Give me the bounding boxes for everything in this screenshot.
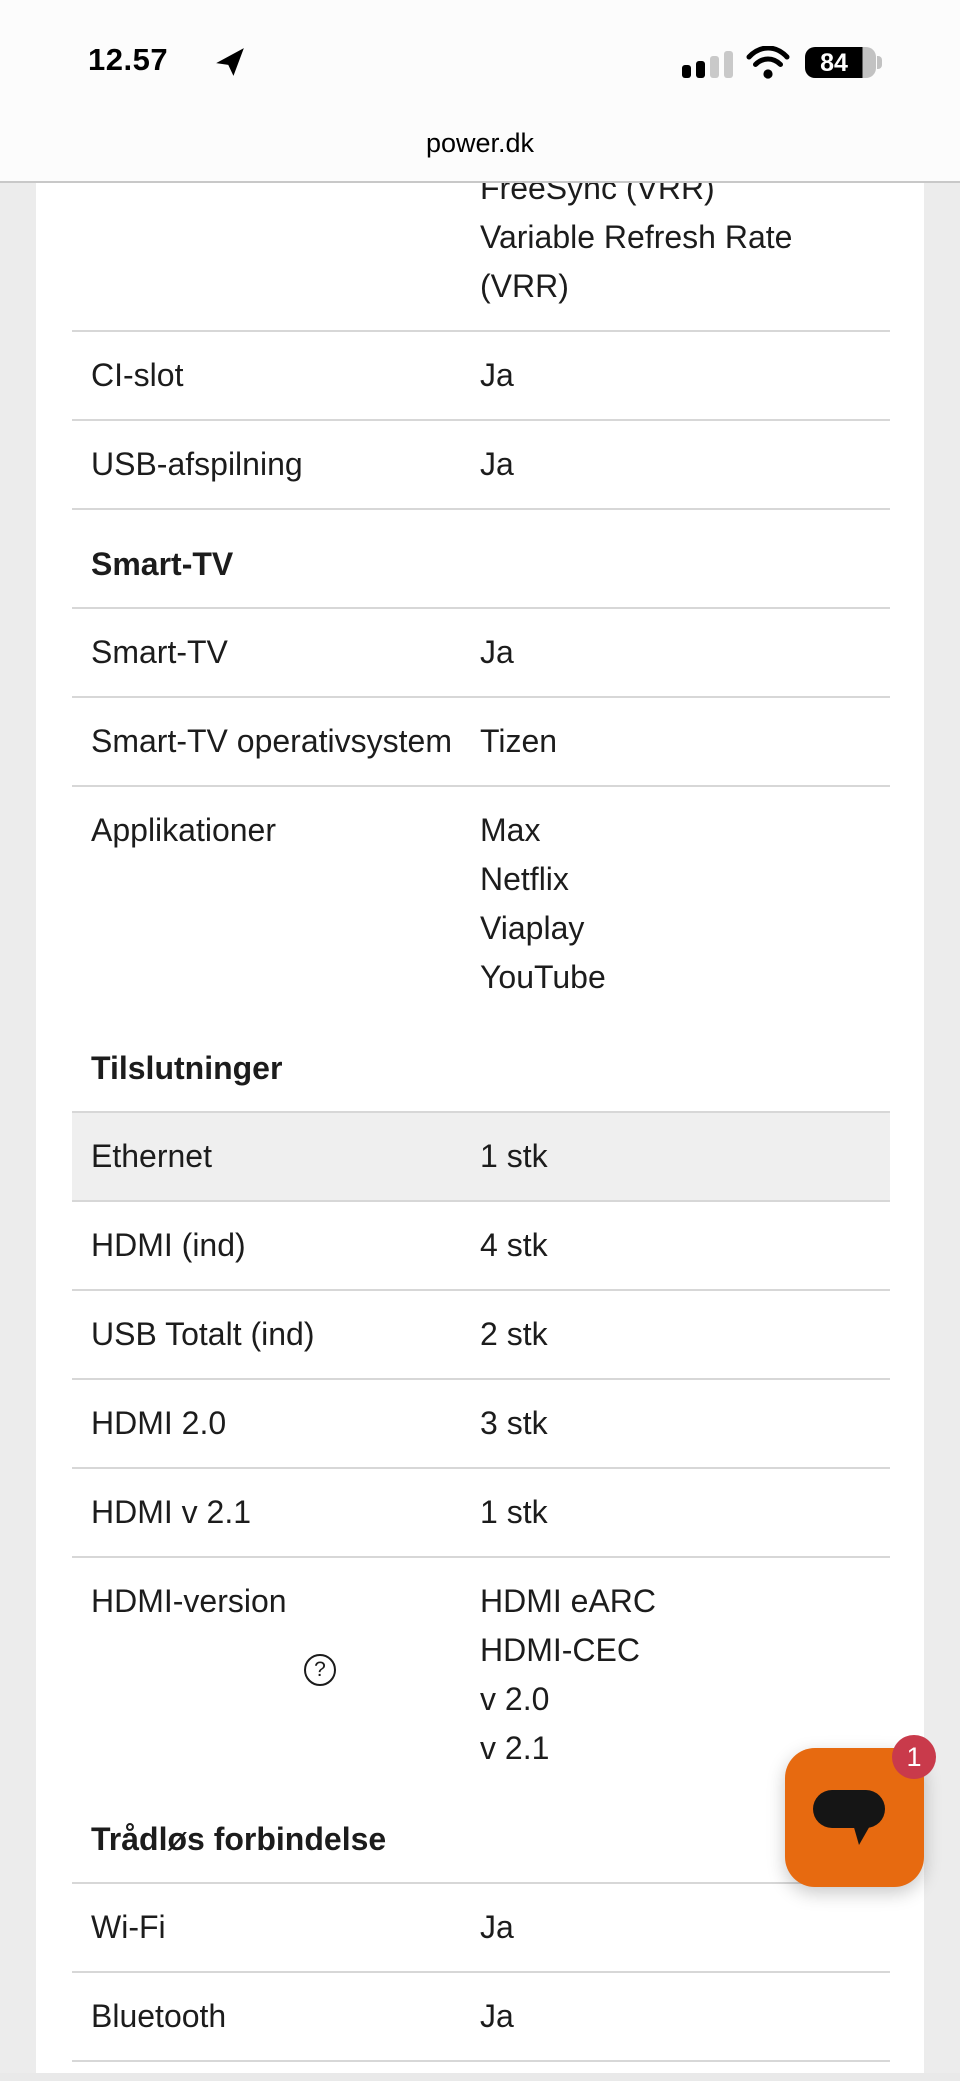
browser-chrome: 12.57 84 power.dk <box>0 0 960 183</box>
spec-value: Ja <box>480 628 514 677</box>
spec-value: Ja <box>480 1992 514 2041</box>
spec-label: USB-afspilning <box>91 446 303 482</box>
spec-value-line: v 2.0 <box>480 1681 550 1717</box>
spec-label: Wi-Fi <box>91 1909 166 1945</box>
spec-row: USB-afspilning Ja <box>72 421 890 510</box>
spec-value: 1 stk <box>480 1132 548 1181</box>
spec-value-line: 1 stk <box>480 1138 548 1174</box>
spec-value-line: Ja <box>480 357 514 393</box>
help-icon[interactable]: ? <box>304 1654 336 1686</box>
spec-value-line: 1 stk <box>480 1494 548 1530</box>
spec-value: Ja <box>480 1903 514 1952</box>
spec-value-line: 2 stk <box>480 1316 548 1352</box>
spec-label: HDMI-version <box>91 1583 287 1619</box>
address-bar[interactable]: power.dk <box>425 128 535 158</box>
spec-value: 3 stk <box>480 1399 548 1448</box>
status-time: 12.57 <box>88 42 169 77</box>
spec-value-line: Ja <box>480 634 514 670</box>
spec-row: Smart-TV operativsystem Tizen <box>72 698 890 787</box>
spec-row: CI-slot Ja <box>72 332 890 421</box>
spec-row: Smart-TV Ja <box>72 609 890 698</box>
spec-value: Max Netflix Viaplay YouTube <box>480 806 606 1002</box>
spec-value: 2 stk <box>480 1310 548 1359</box>
location-arrow-icon <box>216 48 244 76</box>
spec-label: Bluetooth <box>91 1998 227 2034</box>
spec-value: 4 stk <box>480 1221 548 1270</box>
spec-value-line: HDMI-CEC <box>480 1632 640 1668</box>
spec-value: HDMI eARC HDMI-CEC v 2.0 v 2.1 <box>480 1577 656 1773</box>
wifi-icon <box>746 46 790 79</box>
spec-label <box>72 164 480 311</box>
spec-row: HDMI (ind) 4 stk <box>72 1202 890 1291</box>
spec-label: Smart-TV operativsystem <box>91 723 452 759</box>
spec-row: USB Totalt (ind) 2 stk <box>72 1291 890 1380</box>
battery-percent: 84 <box>820 49 848 77</box>
spec-label: Ethernet <box>91 1138 212 1174</box>
spec-row: Wi-Fi Ja <box>72 1884 890 1973</box>
spec-row: Bluetooth Ja <box>72 1973 890 2062</box>
section-header: Smart-TV <box>72 510 890 609</box>
cellular-signal-icon <box>682 51 734 78</box>
chat-unread-badge: 1 <box>892 1735 936 1779</box>
spec-value-line: 3 stk <box>480 1405 548 1441</box>
spec-row: Applikationer Max Netflix Viaplay YouTube <box>72 787 890 1014</box>
spec-value-line: Tizen <box>480 723 558 759</box>
spec-value: Tizen <box>480 717 557 766</box>
spec-row: Ethernet 1 stk <box>72 1113 890 1202</box>
spec-label: USB Totalt (ind) <box>91 1316 315 1352</box>
section-header: Trådløs forbindelse <box>72 1785 890 1884</box>
spec-table: FreeSync (VRR) Variable Refresh Rate (VRR)… <box>72 142 890 2062</box>
spec-row: HDMI-version HDMI eARC HDMI-CEC v 2.0 v 2.1? <box>72 1558 890 1785</box>
spec-value-line: Ja <box>480 1909 514 1945</box>
spec-value-line: Max <box>480 812 541 848</box>
spec-value-line: Ja <box>480 1998 514 2034</box>
spec-label: Applikationer <box>91 812 276 848</box>
spec-value-line: HDMI eARC <box>480 1583 657 1619</box>
section-header: Tilslutninger <box>72 1014 890 1113</box>
battery-icon: 84 <box>805 47 876 78</box>
spec-label: HDMI (ind) <box>91 1227 246 1263</box>
spec-value-line: 4 stk <box>480 1227 548 1263</box>
page-gutter-right[interactable] <box>924 183 960 2081</box>
spec-label: CI-slot <box>91 357 184 393</box>
spec-value-line: Ja <box>480 446 514 482</box>
spec-value-line: YouTube <box>480 959 606 995</box>
spec-value: 1 stk <box>480 1488 548 1537</box>
battery-cap <box>877 56 882 69</box>
spec-label: HDMI v 2.1 <box>91 1494 252 1530</box>
spec-value: Ja <box>480 351 514 400</box>
chat-bubble-icon <box>813 1790 885 1845</box>
spec-value-line: Variable Refresh Rate <box>480 219 793 255</box>
chat-launcher-button[interactable]: 1 <box>785 1735 936 1887</box>
spec-row: HDMI 2.0 3 stk <box>72 1380 890 1469</box>
spec-value: Ja <box>480 440 514 489</box>
spec-label: HDMI 2.0 <box>91 1405 227 1441</box>
spec-row: HDMI v 2.1 1 stk <box>72 1469 890 1558</box>
spec-value-line: v 2.1 <box>480 1730 550 1766</box>
page-gutter-left <box>0 183 36 2081</box>
spec-value: FreeSync (VRR) Variable Refresh Rate (VRR) <box>480 164 792 311</box>
spec-value-line: (VRR) <box>480 268 569 304</box>
bottom-toolbar-edge <box>0 2073 960 2081</box>
spec-label: Smart-TV <box>91 634 228 670</box>
spec-value-line: Viaplay <box>480 910 585 946</box>
spec-value-line: Netflix <box>480 861 569 897</box>
